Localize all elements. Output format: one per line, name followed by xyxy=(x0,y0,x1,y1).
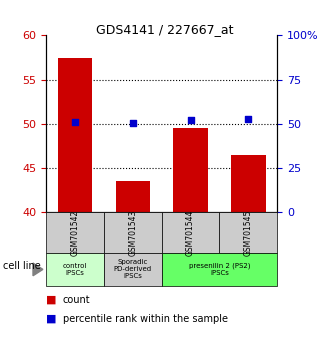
Text: ■: ■ xyxy=(46,314,57,324)
Point xyxy=(130,120,135,126)
Bar xyxy=(115,181,150,212)
Point xyxy=(246,117,251,122)
Text: percentile rank within the sample: percentile rank within the sample xyxy=(63,314,228,324)
Text: GSM701542: GSM701542 xyxy=(71,210,80,256)
Text: GDS4141 / 227667_at: GDS4141 / 227667_at xyxy=(96,23,234,36)
Text: GSM701543: GSM701543 xyxy=(128,210,137,256)
Point xyxy=(188,118,193,123)
Text: count: count xyxy=(63,295,90,304)
Polygon shape xyxy=(33,263,43,276)
Text: Sporadic
PD-derived
iPSCs: Sporadic PD-derived iPSCs xyxy=(114,259,152,279)
Text: GSM701544: GSM701544 xyxy=(186,210,195,256)
Text: cell line: cell line xyxy=(3,261,41,271)
Point xyxy=(73,119,78,125)
Bar xyxy=(231,155,266,212)
Text: presenilin 2 (PS2)
iPSCs: presenilin 2 (PS2) iPSCs xyxy=(189,263,250,276)
Text: control
IPSCs: control IPSCs xyxy=(63,263,87,276)
Bar xyxy=(173,128,208,212)
Bar xyxy=(58,57,92,212)
Text: ■: ■ xyxy=(46,295,57,304)
Text: GSM701545: GSM701545 xyxy=(244,210,253,256)
